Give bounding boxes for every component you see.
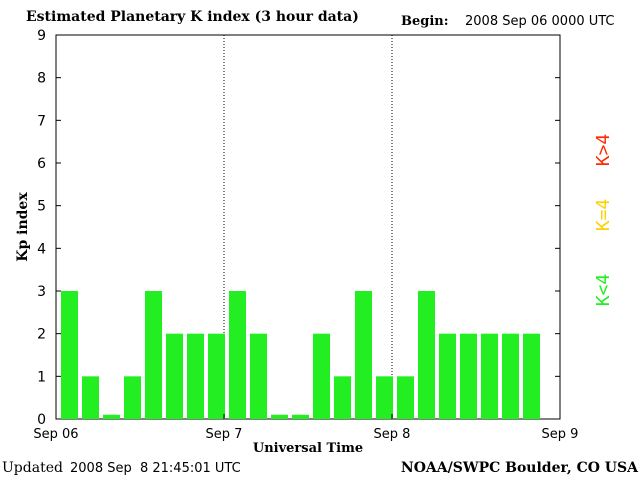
- kp-bar: [292, 414, 309, 419]
- kp-bar: [166, 333, 183, 419]
- kp-bar: [418, 291, 435, 419]
- kp-bar: [82, 376, 99, 419]
- kp-bar: [208, 333, 225, 419]
- y-tick-label: 0: [37, 412, 46, 428]
- kp-bar: [313, 333, 330, 419]
- legend-item: K>4: [593, 134, 614, 167]
- kp-bar: [523, 333, 540, 419]
- x-tick-label: Sep 06: [33, 427, 78, 442]
- y-tick-label: 1: [37, 369, 46, 385]
- kp-bar: [229, 291, 246, 419]
- y-tick-label: 6: [37, 156, 46, 172]
- kp-bar: [439, 333, 456, 419]
- y-tick-label: 9: [37, 28, 46, 44]
- y-axis-label: Kp index: [15, 192, 31, 262]
- kp-bar: [187, 333, 204, 419]
- kp-bar: [250, 333, 267, 419]
- x-tick-label: Sep 9: [542, 427, 579, 442]
- updated-label: Updated: [2, 460, 63, 476]
- x-tick-label: Sep 7: [206, 427, 243, 442]
- kp-bar: [334, 376, 351, 419]
- y-tick-label: 3: [37, 284, 46, 300]
- credit-text: NOAA/SWPC Boulder, CO USA: [400, 460, 638, 476]
- kp-bar: [355, 291, 372, 419]
- y-tick-label: 7: [37, 113, 46, 129]
- x-axis-label: Universal Time: [253, 441, 363, 456]
- kp-bar: [460, 333, 477, 419]
- kp-bar: [145, 291, 162, 419]
- legend-item: K<4: [593, 274, 614, 307]
- kp-bar: [103, 414, 120, 419]
- y-tick-label: 5: [37, 199, 46, 215]
- begin-label: Begin:: [401, 14, 449, 29]
- kp-bar: [124, 376, 141, 419]
- x-tick-label: Sep 8: [374, 427, 411, 442]
- kp-bar: [376, 376, 393, 419]
- updated-timestamp: 2008 Sep 8 21:45:01 UTC: [70, 461, 241, 476]
- chart-title: Estimated Planetary K index (3 hour data…: [26, 9, 359, 25]
- begin-value: 2008 Sep 06 0000 UTC: [465, 14, 615, 29]
- y-tick-label: 2: [37, 327, 46, 343]
- y-tick-label: 4: [37, 241, 46, 257]
- kp-bar: [271, 414, 288, 419]
- y-tick-label: 8: [37, 71, 46, 87]
- kp-bar: [481, 333, 498, 419]
- kp-bar: [61, 291, 78, 419]
- kp-bar: [502, 333, 519, 419]
- kp-bar: [397, 376, 414, 419]
- legend-item: K=4: [593, 199, 614, 232]
